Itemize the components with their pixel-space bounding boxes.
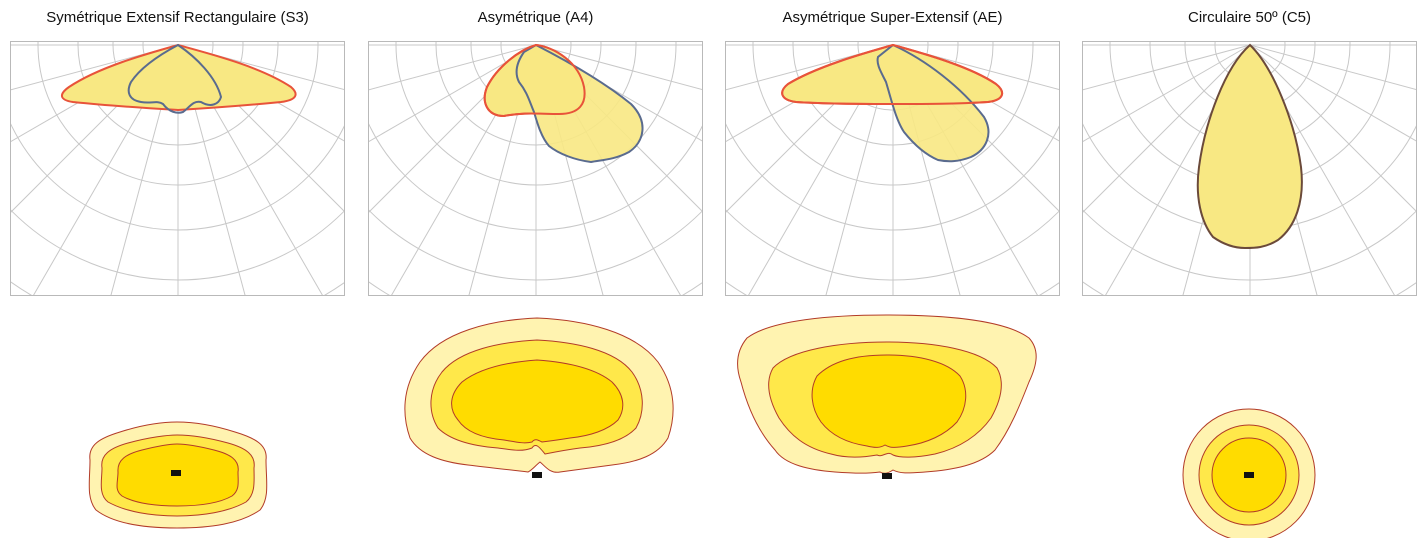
isolux-diagram-a4 [400, 310, 675, 538]
polar-grid-spoke [1083, 44, 1251, 142]
polar-grid-spoke [1249, 44, 1416, 212]
polar-curve-s3 [11, 42, 344, 295]
light-source-marker-c5 [1244, 472, 1254, 478]
isolux-inner-a4 [451, 359, 624, 444]
isolux-diagram-c5 [1180, 310, 1320, 538]
polar-curve-blue-s3 [127, 43, 223, 114]
polar-grid-spoke [535, 44, 702, 90]
polar-grid-spoke [1083, 44, 1251, 213]
polar-grid-spoke [369, 44, 537, 142]
polar-grid-spoke [1249, 44, 1416, 90]
polar-grid-spoke [369, 44, 537, 91]
polar-grid-spoke [1083, 44, 1251, 91]
light-source-marker-ae [882, 473, 892, 479]
polar-fill-c5 [1196, 43, 1303, 250]
polar-curve-ae [726, 42, 1059, 295]
polar-diagram-s3 [10, 41, 345, 296]
polar-diagram-ae [725, 41, 1060, 296]
polar-grid-spoke [726, 44, 894, 91]
panel-title-a4: Asymétrique (A4) [477, 9, 594, 26]
polar-grid-spoke [11, 44, 179, 91]
polar-fill-s3 [61, 43, 297, 112]
polar-grid-spoke [892, 44, 1059, 90]
polar-grid-spoke [825, 44, 894, 295]
polar-diagram-a4 [368, 41, 703, 296]
polar-grid-spoke [177, 44, 344, 90]
light-source-marker-a4 [532, 472, 542, 478]
polar-fill-blue-a4 [515, 43, 644, 164]
polar-curve-a4 [369, 42, 702, 295]
isolux-diagram-ae [735, 310, 1040, 538]
light-source-marker-s3 [171, 470, 181, 476]
polar-curve-c5 [1083, 42, 1416, 295]
polar-grid [726, 42, 1059, 295]
isolux-inner-ae [811, 354, 967, 448]
panel-title-c5: Circulaire 50º (C5) [1187, 9, 1311, 26]
polar-diagram-c5 [1082, 41, 1417, 296]
polar-grid-spoke [1249, 44, 1416, 142]
isolux-diagram-s3 [80, 310, 275, 538]
panel-title-ae: Asymétrique Super-Extensif (AE) [782, 9, 1003, 26]
panel-title-s3: Symétrique Extensif Rectangulaire (S3) [46, 9, 309, 26]
